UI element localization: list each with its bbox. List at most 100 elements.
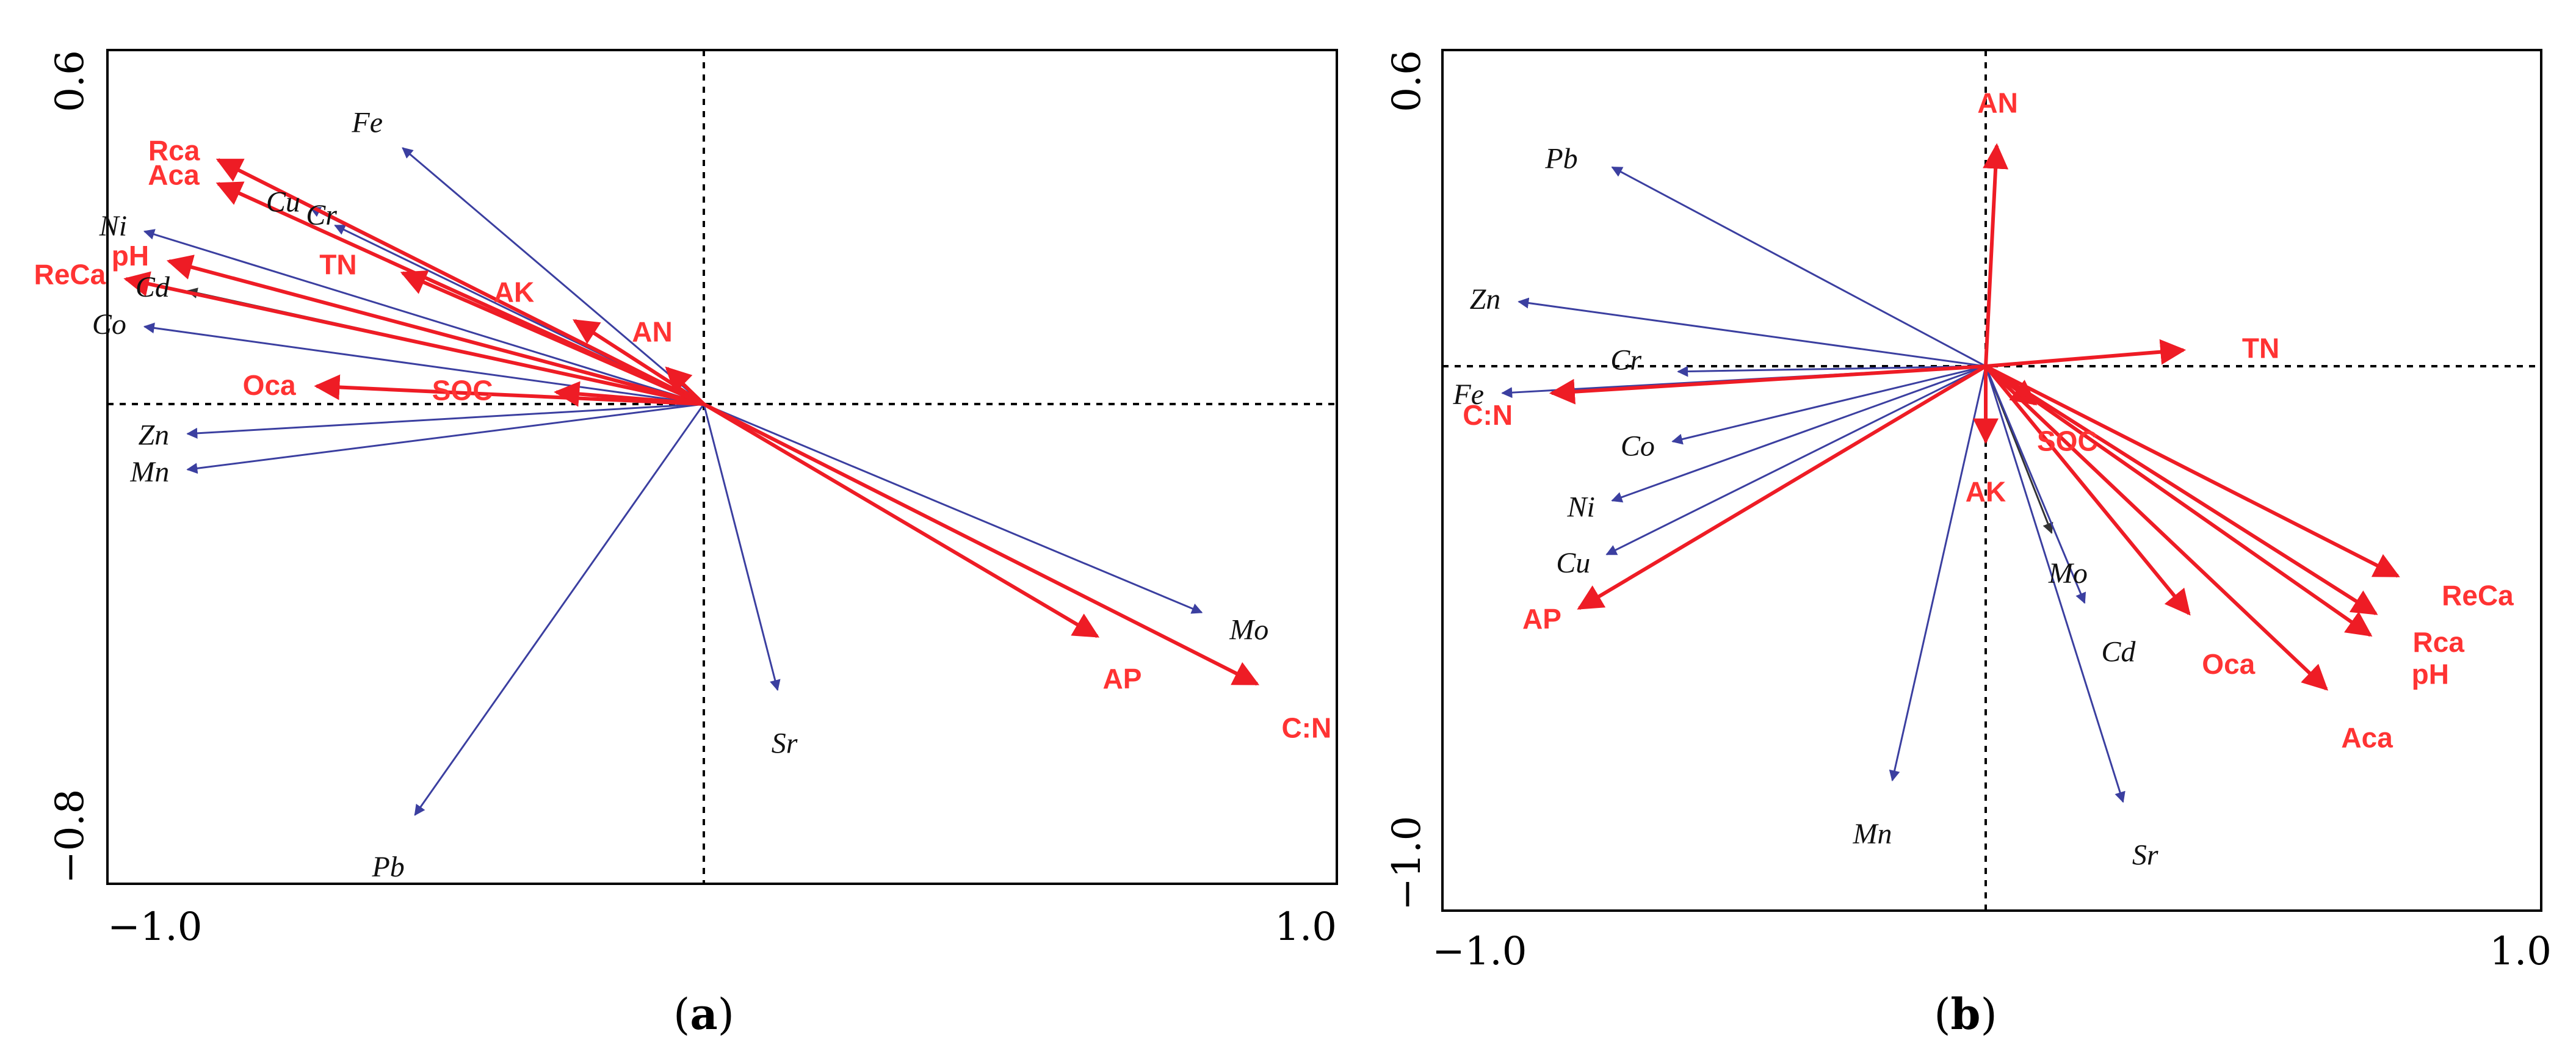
panel-b-env-label-oca: Oca [2202,648,2255,680]
panel-b-species-label-cr: Cr [1610,344,1641,376]
panel-b-env-label-c-n: C:N [1463,399,1513,431]
panel-b-species-arrow-ni [1611,365,1986,503]
panel-a-species-arrow-ni [143,229,704,405]
panel-b-species-label-ni: Ni [1566,491,1594,524]
panel-b-x-tick-left: −1.0 [1432,929,1527,974]
panel-b-env-label-an: AN [1977,87,2017,119]
panel-b-species-label-mo: Mo [2048,557,2088,590]
panel-b-env-label-soc: SOC [2037,425,2098,457]
panel-b-env-label-rca: Rca [2413,626,2465,658]
panel-a-env-label-c-n: C:N [1281,712,1331,743]
panel-a-env-label-ph: pH [112,240,149,272]
panel-b-x-tick-right: 1.0 [2489,929,2552,974]
panel-a-species-vectors [143,147,1203,816]
panel-b-species-arrow-pb [1611,166,1986,367]
panel-b-y-tick-top: 0.6 [1384,50,1430,112]
panel-b-species-label-fe: Fe [1452,378,1484,411]
panel-a-species-arrow-co [143,322,704,405]
panel-b-species-label-co: Co [1621,430,1655,463]
panel-a-species-arrow-pb [414,403,705,816]
panel-b-species-arrow-co [1671,365,1986,445]
panel-a-env-label-ak: AK [494,276,534,308]
panel-b-species-arrow-sr [1984,366,2126,803]
panel-a-env-arrow-ap [703,402,1100,638]
panel-b-species-arrow-cu [1605,365,1986,555]
panel-a-species-arrow-mo [703,403,1203,614]
panel-a-species-label-co: Co [92,308,126,341]
panel-a-species-label-cr: Cr [306,199,337,231]
panel-a-env-label-ap: AP [1103,663,1142,695]
panel-b-env-label-ak: AK [1966,475,2006,507]
panel-b-species-arrow-cr [1677,365,1986,377]
panel-b-env-arrow-ap [1577,364,1987,610]
panel-b-caption-letter: b [1951,989,1981,1039]
panel-b-y-tick-bottom: −1.0 [1384,816,1430,911]
panel-a-species-label-cd: Cd [136,271,170,303]
panel-b-species-arrow-mn [1889,366,1987,782]
panel-b-species-label-cd: Cd [2101,636,2136,668]
panel-a-env-label-an: AN [632,316,672,347]
panel-b: Pb Zn Cr Fe Co Ni Cu Mo Cd Mn Sr AN TN C:N AK SOC AP ReCa… [1384,49,2552,1039]
panel-a-env-label-oca: Oca [243,369,296,401]
panel-a-env-label-reca: ReCa [34,259,106,291]
panel-b-env-label-aca: Aca [2341,721,2393,753]
panel-a-env-arrow-an [665,366,706,406]
panel-a-species-label-sr: Sr [772,727,798,759]
panel-b-species-arrow-cd [1984,366,2086,604]
panel-b-species-label-pb: Pb [1544,143,1577,175]
panel-a-species-arrow-zn [186,403,704,439]
panel-a-species-label-fe: Fe [351,107,383,139]
panel-a-env-arrow-soc [554,381,704,407]
panel-a-x-tick-right: 1.0 [1275,905,1337,950]
panel-b-species-label-sr: Sr [2132,839,2158,871]
panel-b-env-arrow-oca [1984,365,2191,616]
panel-b-env-arrow-c-n [1549,364,1986,405]
panel-a-species-label-pb: Pb [371,851,404,883]
panel-b-env-arrow-aca [1984,364,2329,691]
panel-a-caption-letter: a [690,989,717,1039]
panel-a-env-arrow-rca [215,158,705,406]
panel-a-species-arrow-mn [186,403,704,474]
panel-a-species-label-ni: Ni [99,210,127,242]
panel-b-species-arrow-zn [1518,297,1986,367]
panel-a-env-arrow-ph [166,255,704,406]
panel-b-species-label-zn: Zn [1470,283,1501,316]
panel-b-env-arrow-an [1983,143,2009,367]
panel-b-caption: (b) [1934,989,1997,1039]
panel-a-x-tick-left: −1.0 [107,905,202,950]
panel-a-species-arrow-sr [703,403,781,692]
panel-a-env-arrow-tn [400,270,705,406]
panel-a-y-tick-bottom: −0.8 [48,789,93,884]
panel-b-species-label-cu: Cu [1556,547,1590,579]
panel-a-env-label-soc: SOC [432,375,493,406]
panel-b-env-label-ph: pH [2412,658,2449,690]
panel-b-species-label-mn: Mn [1853,818,1892,850]
panel-a-species-label-cu: Cu [266,186,300,218]
panel-a-species-label-mo: Mo [1229,613,1268,646]
panel-a-env-label-tn: TN [319,248,356,280]
panel-a-species-label-zn: Zn [138,419,169,452]
panel-b-vector-labels: Pb Zn Cr Fe Co Ni Cu Mo Cd Mn Sr AN TN C:N AK SOC AP ReCa… [1452,87,2514,872]
panel-a-env-label-aca: Aca [148,159,200,191]
panel-b-species-vectors [1501,166,2126,803]
panel-b-plot-frame [1441,49,2542,912]
panel-b-env-arrow-ph [1984,364,2373,637]
panel-a-y-tick-top: 0.6 [48,50,93,112]
panel-b-env-arrow-rca [1984,364,2378,615]
panel-b-env-arrow-reca [1984,364,2400,578]
panel-b-environment-vectors [1549,143,2400,691]
panel-b-env-label-tn: TN [2242,333,2279,364]
panel-a-env-arrow-c-n [703,402,1260,686]
panel-b-env-arrow-tn [1985,339,2187,368]
panel-a-env-arrow-reca [123,271,704,406]
panel-b-env-label-ap: AP [1522,603,1561,635]
panel-a-environment-vectors [123,158,1260,686]
panel-a-env-label-rca: Rca [148,134,200,166]
panel-a-species-arrow-fe [402,147,704,405]
panel-a-species-label-mn: Mn [129,456,169,488]
panel-a-caption: (a) [673,989,734,1039]
panel-a-env-arrow-oca [314,374,704,406]
